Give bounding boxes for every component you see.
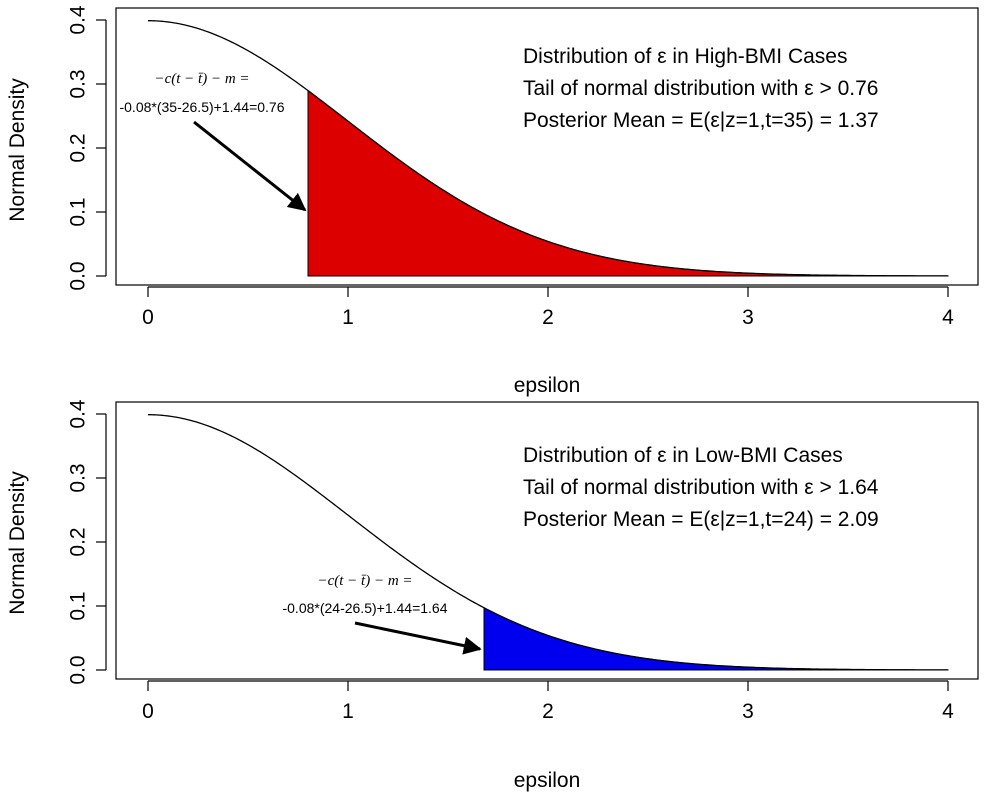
panel-low-bmi: 0 1 2 3 4 0.0 0.1 0.2 0.3 0.4 Normal Density eps…	[6, 399, 979, 792]
x-axis: 0 1 2 3 4	[142, 680, 954, 723]
y-tick-label: 0.4	[67, 5, 90, 35]
y-tick-label: 0.0	[67, 261, 90, 290]
annotation-formula: −c(t − t̄) − m =	[154, 71, 249, 87]
plot-frame	[115, 7, 979, 286]
x-tick-label: 4	[942, 700, 954, 723]
panel-high-bmi: 0 1 2 3 4 0.0 0.1 0.2 0.3 0.4 Normal Density eps…	[6, 5, 979, 397]
annotation-arrow	[193, 120, 307, 212]
y-tick-label: 0.1	[67, 591, 90, 620]
y-tick-label: 0.2	[67, 527, 90, 556]
info-text: Distribution of ε in High-BMI Cases Tail…	[523, 45, 879, 132]
y-tick-label: 0.1	[67, 197, 90, 226]
x-axis: 0 1 2 3 4	[142, 286, 954, 329]
x-tick-label: 1	[342, 306, 354, 329]
info-line-2: Tail of normal distribution with ε > 0.7…	[523, 77, 878, 100]
x-tick-label: 3	[742, 306, 754, 329]
x-tick-label: 4	[942, 306, 954, 329]
x-axis-label: epsilon	[514, 374, 581, 397]
x-tick-label: 0	[142, 306, 154, 329]
annotation-value: -0.08*(24-26.5)+1.44=1.64	[282, 600, 447, 616]
y-axis: 0.0 0.1 0.2 0.3 0.4	[67, 399, 107, 685]
y-tick-label: 0.3	[67, 69, 90, 98]
info-line-1: Distribution of ε in Low-BMI Cases	[523, 444, 843, 467]
y-axis-label: Normal Density	[6, 471, 29, 615]
density-curve	[147, 414, 948, 671]
annotation-value: -0.08*(35-26.5)+1.44=0.76	[119, 99, 284, 115]
y-tick-label: 0.0	[67, 655, 90, 684]
x-tick-label: 2	[542, 306, 554, 329]
shaded-tail-area	[483, 606, 949, 671]
info-line-3: Posterior Mean = E(ε|z=1,t=35) = 1.37	[523, 109, 879, 132]
annotation-arrow	[354, 621, 482, 655]
x-tick-label: 2	[542, 700, 554, 723]
density-curve	[147, 20, 948, 277]
threshold-annotation: −c(t − t̄) − m = -0.08*(35-26.5)+1.44=0.…	[119, 71, 307, 212]
threshold-annotation: −c(t − t̄) − m = -0.08*(24-26.5)+1.44=1.…	[282, 573, 482, 655]
y-tick-label: 0.4	[67, 399, 90, 429]
info-text: Distribution of ε in Low-BMI Cases Tail …	[523, 444, 879, 531]
x-tick-label: 1	[342, 700, 354, 723]
x-tick-label: 3	[742, 700, 754, 723]
y-axis-label: Normal Density	[6, 78, 29, 222]
y-tick-label: 0.2	[67, 133, 90, 162]
info-line-3: Posterior Mean = E(ε|z=1,t=24) = 2.09	[523, 508, 879, 531]
y-axis: 0.0 0.1 0.2 0.3 0.4	[67, 5, 107, 291]
x-tick-label: 0	[142, 700, 154, 723]
annotation-formula: −c(t − t̄) − m =	[317, 573, 412, 589]
y-tick-label: 0.3	[67, 463, 90, 492]
info-line-2: Tail of normal distribution with ε > 1.6…	[523, 476, 879, 499]
info-line-1: Distribution of ε in High-BMI Cases	[523, 45, 847, 68]
plot-frame	[115, 401, 979, 680]
x-axis-label: epsilon	[514, 769, 581, 792]
